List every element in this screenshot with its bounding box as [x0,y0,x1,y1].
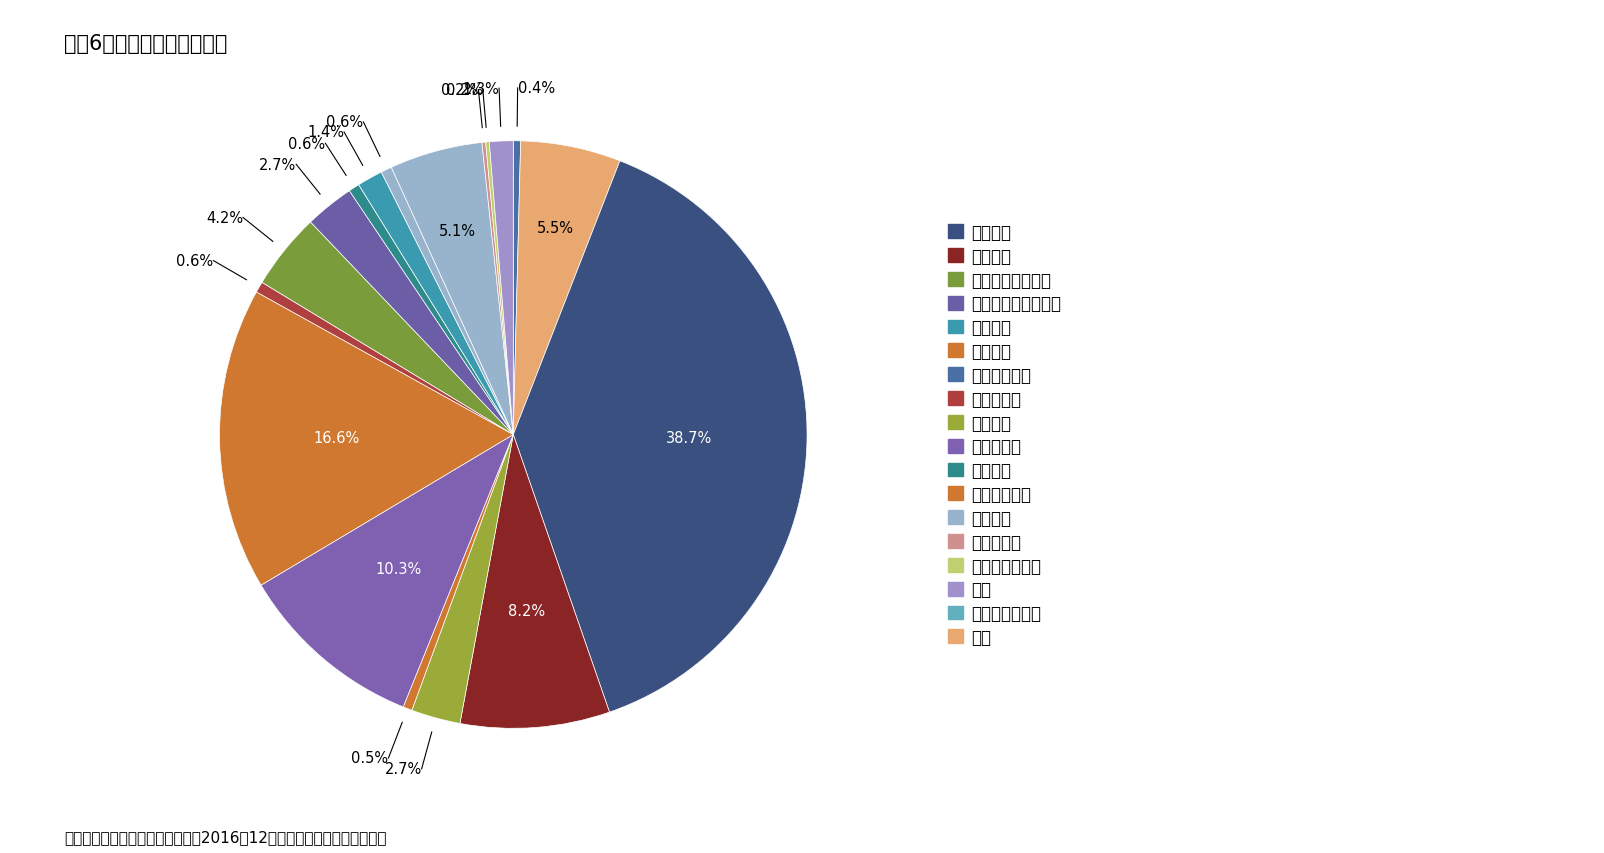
Text: 出所：日本銀行「資金循環統計（2016年12月末速報）」を基に筆者作成: 出所：日本銀行「資金循環統計（2016年12月末速報）」を基に筆者作成 [64,829,387,844]
Text: 0.2%: 0.2% [441,83,478,98]
Text: 5.5%: 5.5% [536,220,574,235]
Text: 0.4%: 0.4% [518,81,555,96]
Text: 4.2%: 4.2% [205,211,244,226]
Text: 16.6%: 16.6% [314,430,361,445]
Text: 0.5%: 0.5% [351,751,388,765]
Wedge shape [513,142,619,435]
Text: 0.2%: 0.2% [446,83,483,97]
Text: 2.7%: 2.7% [258,158,297,172]
Wedge shape [489,142,513,435]
Wedge shape [513,142,521,435]
Wedge shape [261,435,513,707]
Text: 1.4%: 1.4% [306,125,345,141]
Wedge shape [486,142,513,435]
Text: 10.3%: 10.3% [375,561,422,577]
Text: 5.1%: 5.1% [439,223,476,239]
Text: 38.7%: 38.7% [666,431,712,446]
Wedge shape [481,143,513,435]
Wedge shape [382,168,513,435]
Wedge shape [412,435,513,723]
Text: 0.6%: 0.6% [326,115,364,131]
Wedge shape [391,143,513,435]
Wedge shape [513,161,807,712]
Wedge shape [257,283,513,435]
Wedge shape [460,435,610,728]
Text: 2.7%: 2.7% [385,762,422,776]
Wedge shape [359,173,513,435]
Wedge shape [350,185,513,435]
Wedge shape [220,293,513,585]
Text: 1.3%: 1.3% [462,82,499,96]
Text: 0.6%: 0.6% [289,136,326,152]
Wedge shape [311,192,513,435]
Text: 0.6%: 0.6% [176,254,213,269]
Wedge shape [403,435,513,711]
Legend: 日本銀行, 国内銀行, 農林水産金融機関, 中小企業金融機関等, 投資信託, 生命保険, 民間損害保険, 共済その他, 企業年金, その他年金, 証券会社, そ: 日本銀行, 国内銀行, 農林水産金融機関, 中小企業金融機関等, 投資信託, 生… [948,223,1060,647]
Text: 図表6　利付国債の保有構造: 図表6 利付国債の保有構造 [64,34,228,54]
Text: 8.2%: 8.2% [508,603,545,618]
Wedge shape [261,223,513,435]
